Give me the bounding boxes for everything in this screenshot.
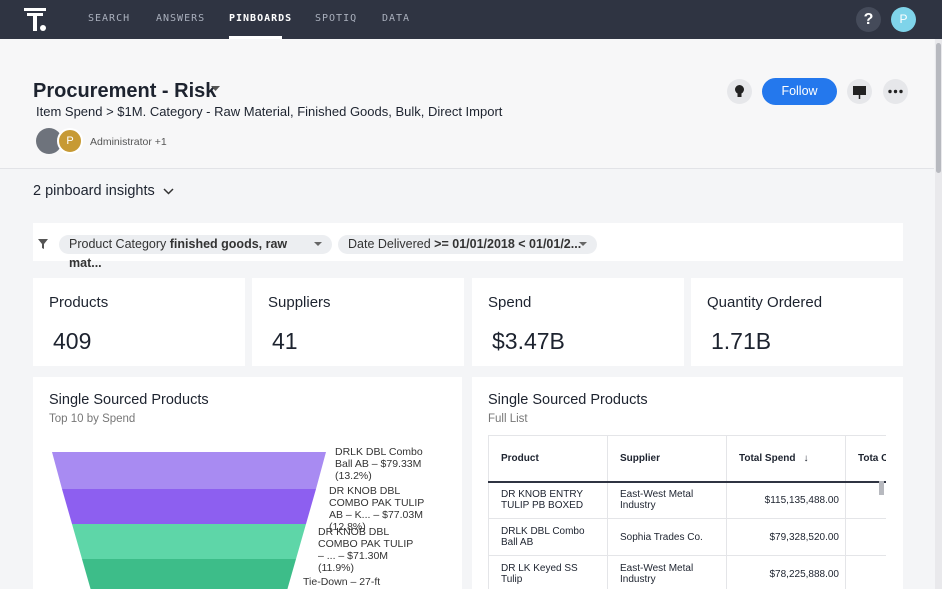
table-row[interactable]: DR LK Keyed SS Tulip East-West Metal Indu…: [488, 555, 886, 589]
column-header[interactable]: Tota Orde: [845, 435, 886, 483]
filter-name: Date Delivered: [348, 237, 431, 251]
scrollbar: [935, 39, 942, 589]
table-cell: $78,225,888.00: [726, 555, 846, 589]
table-cell-empty: [845, 555, 886, 589]
filter-icon: [38, 239, 48, 249]
table-cell: DRLK DBL Combo Ball AB: [488, 518, 608, 556]
column-header[interactable]: Product: [488, 435, 608, 483]
user-avatar[interactable]: P: [891, 7, 916, 32]
table-subtitle: Full List: [488, 413, 528, 425]
filter-value: >= 01/01/2018 < 01/01/2...: [434, 237, 582, 251]
pinboard-title[interactable]: Procurement - Risk: [33, 80, 217, 102]
table-cell: DR KNOB ENTRY TULIP PB BOXED: [488, 481, 608, 519]
table-card: Single Sourced Products Full List Produc…: [472, 377, 903, 589]
table-row[interactable]: DR KNOB ENTRY TULIP PB BOXED East-West Me…: [488, 481, 886, 519]
table-cell: East-West Metal Industry: [607, 555, 727, 589]
funnel-segment: [82, 559, 296, 589]
chip-caret: [579, 242, 587, 250]
table-cell: $115,135,488.00: [726, 481, 846, 519]
nav-item[interactable]: PINBOARDS: [229, 13, 293, 24]
nav-item[interactable]: SEARCH: [88, 13, 131, 24]
nav-item[interactable]: SPOTIQ: [315, 13, 358, 24]
kpi-title: Quantity Ordered: [707, 294, 823, 311]
column-header[interactable]: Total Spend ↓: [726, 435, 846, 483]
kpi-card: Suppliers 41: [252, 278, 464, 366]
logo: [24, 8, 46, 31]
follow-button[interactable]: Follow: [762, 78, 837, 105]
filter-chip[interactable]: Product Category finished goods, raw mat…: [59, 235, 332, 270]
pinboard-subtitle: Item Spend > $1M. Category - Raw Materia…: [36, 104, 503, 119]
funnel-subtitle: Top 10 by Spend: [49, 413, 136, 425]
kpi-value: $3.47B: [492, 328, 565, 354]
funnel-label: DRLK DBL Combo Ball AB – $79.33M (13.2%): [335, 446, 423, 482]
owner-label: Administrator +1: [90, 136, 167, 148]
funnel-title: Single Sourced Products: [49, 392, 209, 408]
funnel-segment: [62, 489, 316, 524]
kpi-value: 41: [272, 328, 298, 354]
funnel-label: Tie-Down – 27-ft: [303, 576, 381, 588]
filter-name: Product Category: [69, 237, 167, 251]
funnel-label: DR KNOB DBL COMBO PAK TULIP – ... – $71.…: [318, 526, 414, 574]
title-caret[interactable]: [211, 86, 221, 92]
kpi-value: 1.71B: [711, 328, 772, 354]
chip-caret: [314, 242, 322, 250]
filter-value: finished goods, raw mat...: [69, 237, 288, 270]
kpi-value: 409: [53, 328, 92, 354]
funnel-label: DR KNOB DBL COMBO PAK TULIP AB – K... – …: [329, 485, 425, 533]
table-row[interactable]: DRLK DBL Combo Ball AB Sophia Trades Co. $…: [488, 518, 886, 556]
kpi-card: Spend $3.47B: [472, 278, 684, 366]
kpi-title: Suppliers: [268, 294, 331, 311]
top-nav: SEARCH ANSWERS PINBOARDS SPOTIQ DATA ? P: [0, 0, 942, 39]
table-cell-empty: [845, 518, 886, 556]
table-cell: Sophia Trades Co.: [607, 518, 727, 556]
more-button[interactable]: [883, 79, 908, 104]
funnel-segment: [52, 452, 326, 489]
kpi-card: Quantity Ordered 1.71B: [691, 278, 903, 366]
column-header[interactable]: Supplier: [607, 435, 727, 483]
insights-caret[interactable]: [163, 188, 174, 195]
nav-item[interactable]: DATA: [382, 13, 411, 24]
table-title: Single Sourced Products: [488, 392, 648, 408]
insight-button[interactable]: [727, 79, 752, 104]
kpi-title: Products: [49, 294, 109, 311]
scroll-thumb[interactable]: [936, 43, 941, 173]
table-scroll-thumb[interactable]: [879, 481, 884, 495]
table-cell: East-West Metal Industry: [607, 481, 727, 519]
funnel-segment: [72, 524, 306, 559]
active-underline: [229, 36, 282, 39]
help-button[interactable]: ?: [856, 7, 881, 32]
kpi-card: Products 409: [33, 278, 245, 366]
table-cell: DR LK Keyed SS Tulip: [488, 555, 608, 589]
table-cell: $79,328,520.00: [726, 518, 846, 556]
nav-item[interactable]: ANSWERS: [156, 13, 206, 24]
owner-avatar: P: [57, 128, 83, 154]
present-button[interactable]: [847, 79, 872, 104]
filter-chip[interactable]: Date Delivered >= 01/01/2018 < 01/01/2..…: [338, 235, 597, 254]
sort-arrow: ↓: [803, 452, 809, 464]
kpi-title: Spend: [488, 294, 532, 311]
insights-toggle[interactable]: 2 pinboard insights: [33, 183, 155, 199]
